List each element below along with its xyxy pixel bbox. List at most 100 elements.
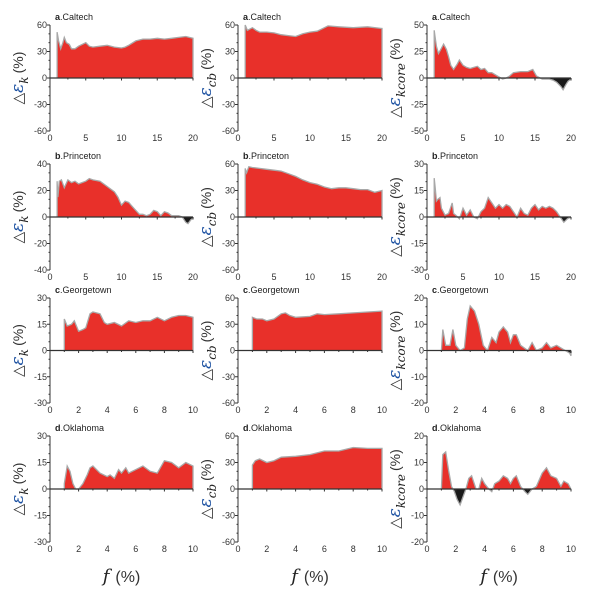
y-tick-label: 20 xyxy=(414,431,424,441)
y-tick-label: 0 xyxy=(419,212,424,222)
positive-area xyxy=(252,311,382,351)
y-tick-label: 30 xyxy=(414,159,424,169)
panel-title: c.Georgetown xyxy=(55,285,112,295)
series-outline xyxy=(251,310,383,351)
series-outline xyxy=(251,446,383,489)
negative-area xyxy=(434,78,571,90)
y-axis-label: △εk (%) xyxy=(8,324,31,377)
x-tick-label: 0 xyxy=(235,272,240,282)
x-tick-label: 6 xyxy=(133,405,138,415)
x-tick-label: 4 xyxy=(293,405,298,415)
series-outline xyxy=(440,450,572,507)
x-label-symbol: f xyxy=(289,566,301,587)
x-tick-label: 0 xyxy=(47,544,52,554)
y-axis-label: △εk (%) xyxy=(8,52,31,105)
y-tick-label: 30 xyxy=(37,293,47,303)
delta-symbol: △ xyxy=(197,96,215,108)
y-tick-label: -30 xyxy=(411,265,424,275)
x-label-symbol: f xyxy=(478,566,490,587)
y-tick-label: 30 xyxy=(225,47,235,57)
panel-name: .Princeton xyxy=(438,151,479,161)
y-tick-label: 15 xyxy=(414,186,424,196)
x-tick-label: 20 xyxy=(566,272,576,282)
delta-symbol: △ xyxy=(9,231,27,243)
delta-symbol: △ xyxy=(197,507,215,519)
y-tick-label: -10 xyxy=(411,511,424,521)
x-tick-label: 10 xyxy=(566,405,576,415)
y-label-unit: (%) xyxy=(10,52,26,74)
y-label-subscript: kcore xyxy=(394,63,408,97)
y-tick-label: -50 xyxy=(411,126,424,136)
y-tick-label: -10 xyxy=(411,372,424,382)
x-label-unit: (%) xyxy=(304,569,329,586)
y-tick-label: -60 xyxy=(222,398,235,408)
epsilon-symbol: ε xyxy=(385,370,405,379)
x-tick-label: 4 xyxy=(293,544,298,554)
y-tick-label: 0 xyxy=(230,212,235,222)
panel-title: b.Princeton xyxy=(432,151,478,161)
y-tick-label: -30 xyxy=(222,511,235,521)
x-tick-label: 0 xyxy=(424,133,429,143)
x-tick-label: 10 xyxy=(494,133,504,143)
panel-name: .Caltech xyxy=(60,12,93,22)
series-outline xyxy=(56,31,194,79)
delta-symbol: △ xyxy=(9,92,27,104)
y-tick-label: -60 xyxy=(222,537,235,547)
y-tick-label: 0 xyxy=(419,346,424,356)
y-tick-label: -30 xyxy=(222,239,235,249)
x-tick-label: 10 xyxy=(116,133,126,143)
delta-symbol: △ xyxy=(9,365,27,377)
y-tick-label: 0 xyxy=(42,73,47,83)
series-outline xyxy=(440,304,572,357)
panel-name: .Caltech xyxy=(248,12,281,22)
y-label-subscript: kcore xyxy=(394,474,408,508)
panel-letter: d xyxy=(55,423,61,433)
delta-symbol: △ xyxy=(197,368,215,380)
y-tick-label: 0 xyxy=(419,484,424,494)
y-tick-label: 50 xyxy=(414,20,424,30)
panel-letter: d xyxy=(432,423,438,433)
y-tick-label: 10 xyxy=(414,458,424,468)
y-tick-label: -30 xyxy=(34,398,47,408)
y-label-unit: (%) xyxy=(10,324,26,346)
panel-title: d.Oklahoma xyxy=(432,423,481,433)
y-tick-label: -60 xyxy=(222,126,235,136)
y-label-unit: (%) xyxy=(198,187,214,209)
y-label-subscript: cb xyxy=(205,212,219,226)
y-tick-label: -30 xyxy=(222,100,235,110)
y-label-unit: (%) xyxy=(10,463,26,485)
panel-name: .Oklahoma xyxy=(61,423,105,433)
y-label-unit: (%) xyxy=(387,38,403,60)
y-tick-label: -60 xyxy=(34,126,47,136)
panel-letter: c xyxy=(55,285,60,295)
x-tick-label: 5 xyxy=(83,133,88,143)
y-tick-label: -20 xyxy=(411,537,424,547)
x-tick-label: 2 xyxy=(76,544,81,554)
y-tick-label: 25 xyxy=(414,47,424,57)
epsilon-symbol: ε xyxy=(385,508,405,517)
y-tick-label: -20 xyxy=(411,398,424,408)
x-tick-label: 8 xyxy=(162,544,167,554)
x-tick-label: 10 xyxy=(116,272,126,282)
y-label-subscript: cb xyxy=(205,345,219,359)
positive-area xyxy=(64,312,193,351)
epsilon-symbol: ε xyxy=(196,360,216,369)
x-tick-label: 2 xyxy=(264,544,269,554)
x-tick-label: 8 xyxy=(162,405,167,415)
x-tick-label: 4 xyxy=(482,544,487,554)
x-tick-label: 6 xyxy=(322,544,327,554)
panel-name: .Princeton xyxy=(61,151,102,161)
x-tick-label: 5 xyxy=(271,272,276,282)
epsilon-symbol: ε xyxy=(196,87,216,96)
x-tick-label: 2 xyxy=(453,405,458,415)
panel-title: a.Caltech xyxy=(243,12,281,22)
x-tick-label: 10 xyxy=(377,544,387,554)
y-tick-label: 40 xyxy=(37,159,47,169)
panel-name: .Oklahoma xyxy=(249,423,293,433)
positive-area xyxy=(252,447,382,489)
x-tick-label: 0 xyxy=(47,133,52,143)
